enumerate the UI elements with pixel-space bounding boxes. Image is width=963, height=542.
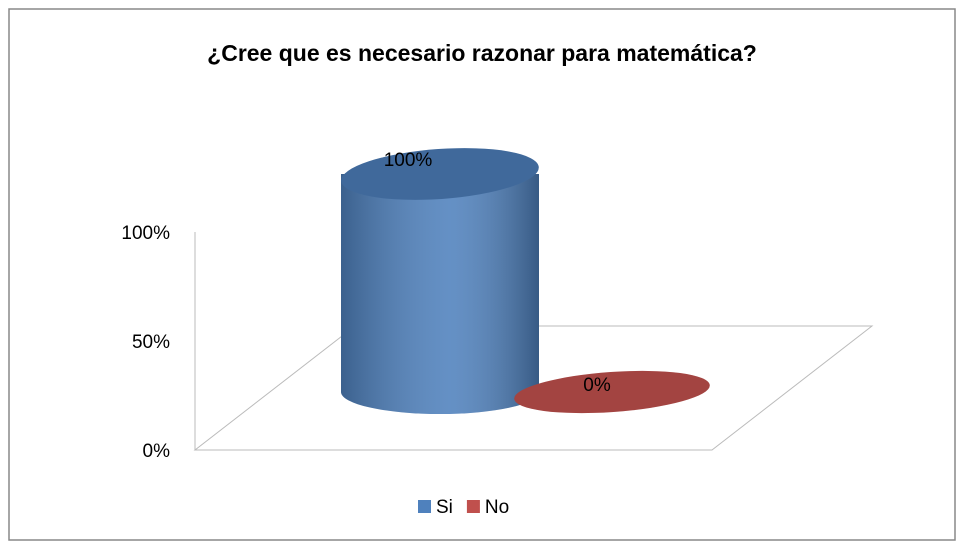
cylinder-top <box>514 370 710 414</box>
legend-swatch <box>466 500 480 513</box>
cylinder <box>341 148 539 414</box>
cylinder <box>514 370 710 414</box>
y-tick-label: 50% <box>132 332 170 353</box>
y-tick-label: 100% <box>121 223 170 244</box>
y-tick-label: 0% <box>143 441 171 462</box>
cylinder-top-shade <box>514 370 710 414</box>
legend-label: No <box>485 497 509 518</box>
cylinder-top <box>341 148 539 200</box>
data-label: 100% <box>384 150 433 171</box>
cylinder-top-shade <box>341 148 539 200</box>
data-label: 0% <box>583 375 611 396</box>
chart-title: ¿Cree que es necesario razonar para mate… <box>207 40 757 66</box>
legend-swatch <box>418 500 431 513</box>
cylinder-shade <box>341 174 539 414</box>
legend-label: Si <box>436 497 453 518</box>
